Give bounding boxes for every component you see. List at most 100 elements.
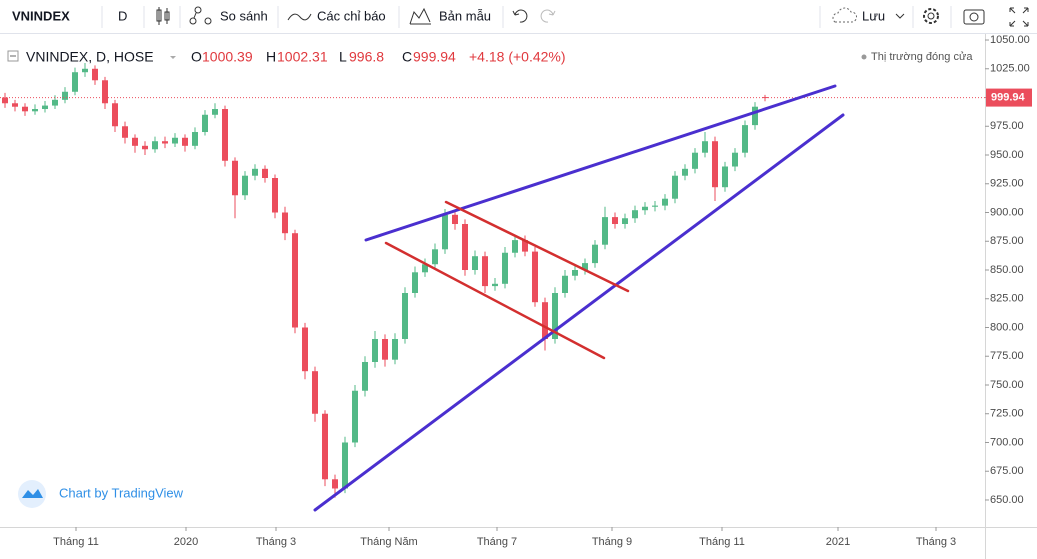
candle-body bbox=[412, 272, 418, 293]
candle-body bbox=[392, 338, 398, 360]
candle-body bbox=[732, 152, 738, 167]
candle-body bbox=[472, 256, 478, 271]
candle-body bbox=[182, 137, 188, 146]
candle-body bbox=[442, 214, 448, 250]
candle-body bbox=[532, 251, 538, 303]
legend: VNINDEX, D, HOSE O 1000.39 H 1002.31 L 9… bbox=[7, 49, 973, 65]
candle-body bbox=[722, 166, 728, 188]
trend-line[interactable] bbox=[313, 113, 845, 512]
legend-change: +4.18 (+0.42%) bbox=[469, 49, 566, 65]
candle-body bbox=[692, 152, 698, 169]
y-tick-label: 650.00 bbox=[990, 494, 1024, 506]
candle-body bbox=[202, 114, 208, 133]
legend-menu[interactable] bbox=[170, 56, 176, 59]
watermark-text[interactable]: Chart by TradingView bbox=[59, 485, 184, 500]
toolbar: VNINDEX D So sánh Các chỉ báo Bản mẫu Lư… bbox=[0, 0, 1037, 34]
candle-body bbox=[592, 244, 598, 264]
legend-c: C bbox=[402, 49, 412, 65]
candle-body bbox=[42, 105, 48, 110]
candle-body bbox=[52, 99, 58, 106]
candle-body bbox=[552, 292, 558, 339]
candle-body bbox=[332, 479, 338, 489]
trend-line[interactable] bbox=[384, 241, 606, 360]
candle-body bbox=[502, 252, 508, 284]
candle-body bbox=[682, 168, 688, 176]
legend-l-value: 996.8 bbox=[349, 49, 384, 65]
candle-body bbox=[372, 338, 378, 362]
candle-body bbox=[402, 292, 408, 339]
x-tick-label: Tháng 11 bbox=[53, 536, 99, 548]
candle-body bbox=[22, 106, 28, 112]
legend-c-value: 999.94 bbox=[413, 49, 456, 65]
fullscreen-icon[interactable] bbox=[1009, 7, 1029, 27]
plot: 650.00 675.00 700.00 725.00 750.00 775.00 800.… bbox=[0, 34, 1032, 548]
y-tick-label: 925.00 bbox=[990, 178, 1024, 190]
legend-l: L bbox=[339, 49, 347, 65]
y-tick-label: 900.00 bbox=[990, 206, 1024, 218]
undo-icon[interactable] bbox=[512, 9, 528, 23]
candle-body bbox=[272, 178, 278, 213]
y-tick-label: 950.00 bbox=[990, 149, 1024, 161]
indicator-icon[interactable] bbox=[287, 13, 312, 21]
candle-body bbox=[612, 217, 618, 225]
candle-body bbox=[162, 141, 168, 144]
save-menu[interactable] bbox=[895, 13, 905, 19]
x-tick-label: Tháng 11 bbox=[699, 536, 745, 548]
x-tick-label: Tháng 7 bbox=[477, 536, 517, 548]
x-tick-label: Tháng 3 bbox=[916, 536, 956, 548]
candle-body bbox=[702, 141, 708, 153]
candle-body bbox=[312, 371, 318, 414]
legend-name: VNINDEX, D, HOSE bbox=[26, 49, 154, 65]
candle-body bbox=[672, 175, 678, 199]
trend-line[interactable] bbox=[364, 84, 837, 242]
trend-line[interactable] bbox=[444, 200, 630, 293]
candle-body bbox=[102, 80, 108, 104]
save[interactable]: Lưu bbox=[862, 8, 885, 23]
y-tick-label: 775.00 bbox=[990, 350, 1024, 362]
candle-body bbox=[252, 168, 258, 176]
y-tick-label: 1050.00 bbox=[990, 34, 1030, 46]
legend-h: H bbox=[266, 49, 276, 65]
candle-body bbox=[72, 72, 78, 92]
collapse-box[interactable] bbox=[7, 50, 19, 62]
interval[interactable]: D bbox=[118, 8, 127, 23]
candle-body bbox=[292, 233, 298, 328]
indicators[interactable]: Các chỉ báo bbox=[317, 8, 386, 23]
settings-icon[interactable] bbox=[923, 8, 939, 24]
status-dot bbox=[861, 54, 867, 60]
cloud-icon[interactable] bbox=[832, 7, 858, 23]
last-price-box bbox=[986, 88, 1032, 107]
drawings bbox=[313, 84, 845, 512]
candle-body bbox=[382, 338, 388, 360]
candle-body bbox=[122, 126, 128, 138]
candle-body bbox=[622, 218, 628, 225]
candle-body bbox=[32, 109, 38, 112]
redo-icon[interactable] bbox=[540, 9, 556, 23]
snapshot-icon[interactable] bbox=[963, 9, 985, 25]
y-tick-label: 825.00 bbox=[990, 293, 1024, 305]
candle-body bbox=[222, 109, 228, 161]
x-tick-label: 2021 bbox=[826, 536, 850, 548]
templates[interactable]: Bản mẫu bbox=[439, 8, 491, 23]
y-tick-label: 675.00 bbox=[990, 465, 1024, 477]
candle-body bbox=[712, 141, 718, 188]
candle-body bbox=[522, 240, 528, 252]
x-tick-label: Tháng 9 bbox=[592, 536, 632, 548]
candle-icon[interactable] bbox=[156, 7, 170, 25]
candle-body bbox=[192, 132, 198, 146]
template-icon[interactable] bbox=[409, 7, 431, 25]
compare[interactable]: So sánh bbox=[220, 8, 268, 23]
watermark: Chart by TradingView bbox=[18, 480, 184, 508]
candle-body bbox=[82, 68, 88, 73]
candle-body bbox=[632, 210, 638, 219]
logo bbox=[22, 489, 43, 498]
candle-body bbox=[362, 361, 368, 391]
market-status: Thị trường đóng cửa bbox=[871, 51, 973, 63]
compare-icon[interactable] bbox=[189, 6, 212, 25]
candle-body bbox=[62, 91, 68, 100]
symbol[interactable]: VNINDEX bbox=[12, 8, 70, 23]
y-tick-label: 750.00 bbox=[990, 379, 1024, 391]
candle-body bbox=[582, 263, 588, 271]
